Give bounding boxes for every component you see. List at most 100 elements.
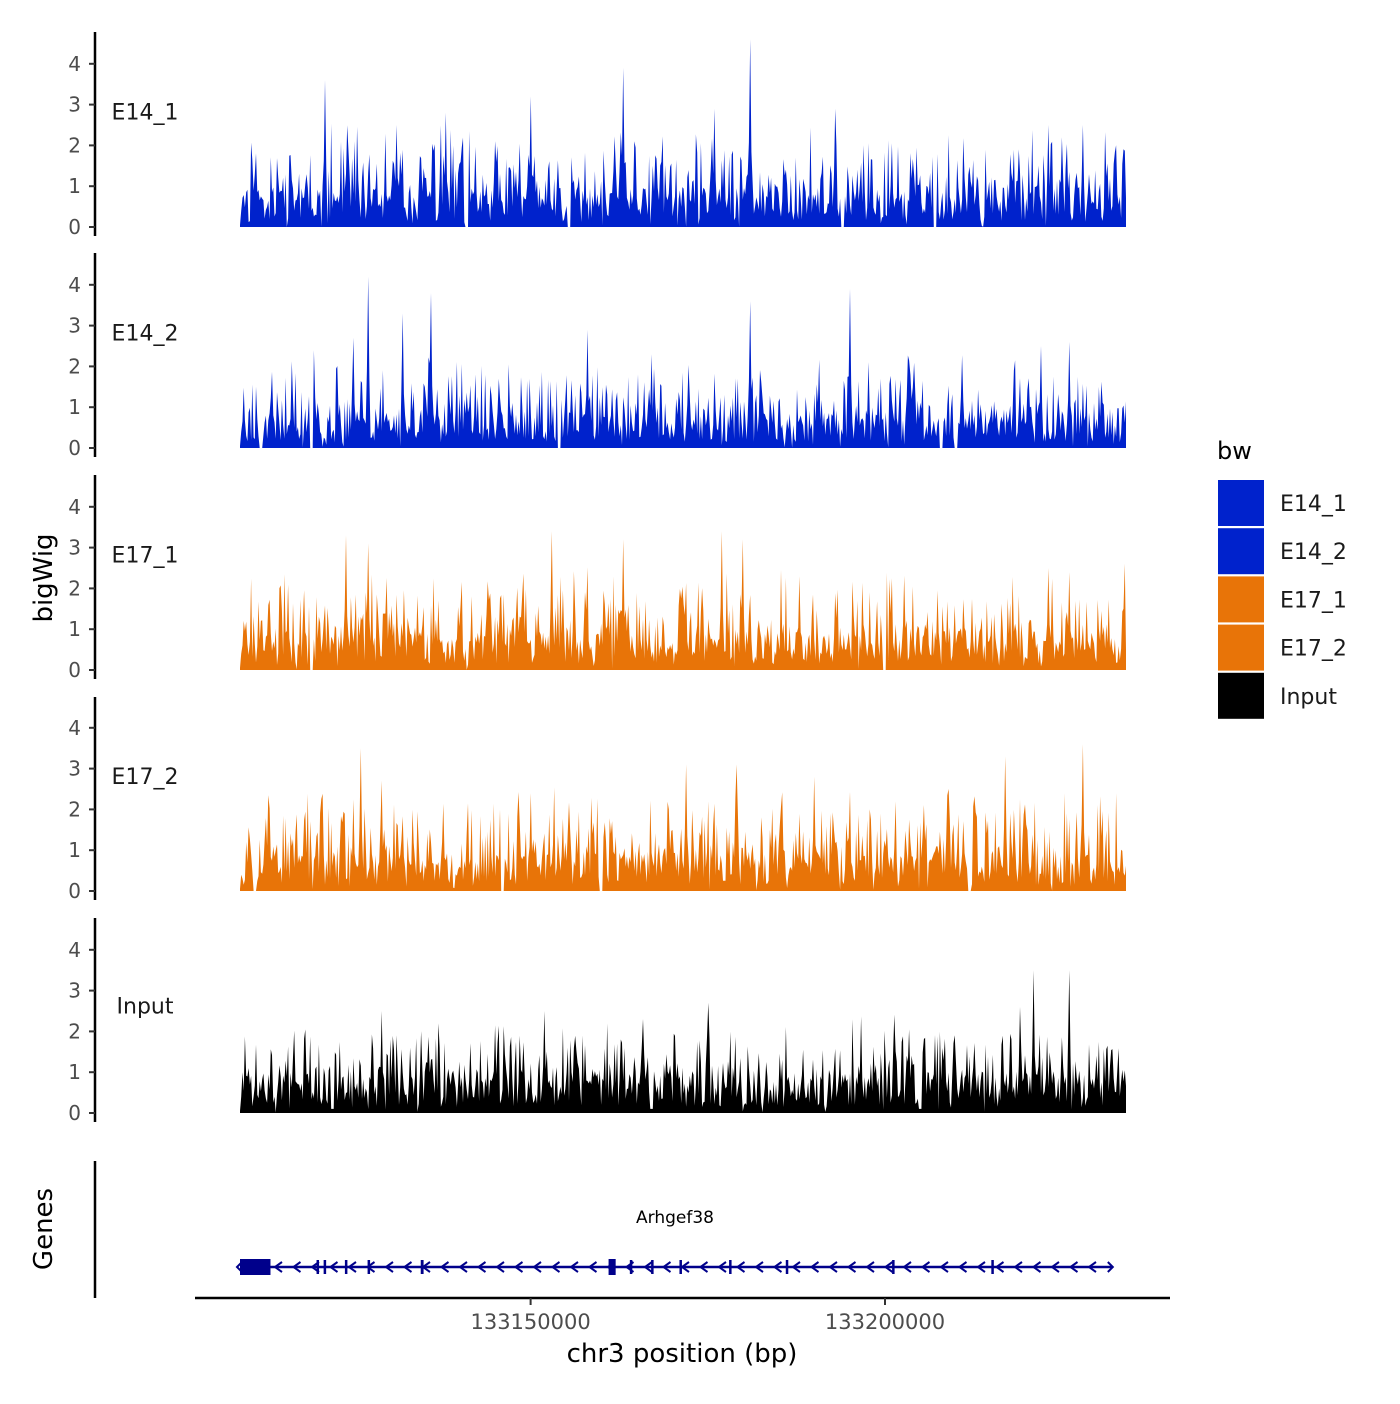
track-E14_2: 0 1 2 3 4 E14_2	[68, 253, 1126, 460]
legend-swatch-E14_1	[1218, 480, 1264, 526]
gene-start-cap	[235, 1261, 243, 1273]
gene-exon	[785, 1260, 789, 1274]
x-tick-label: 133150000	[470, 1310, 590, 1334]
y-tick-label: 4	[68, 716, 81, 740]
strand-arrow	[883, 1261, 894, 1273]
strand-arrow	[458, 1261, 468, 1273]
legend-swatch-E17_2	[1218, 624, 1264, 671]
y-tick-label: 1	[68, 617, 81, 641]
track-E14_1: 0 1 2 3 4 E14_1	[68, 32, 1126, 239]
gene-exon	[240, 1259, 271, 1275]
legend-label: E17_2	[1280, 637, 1347, 662]
y-tick-label: 2	[68, 354, 81, 378]
track-label: Input	[117, 995, 174, 1020]
signal-area-E17_2	[240, 744, 1126, 891]
strand-arrow	[1050, 1261, 1060, 1273]
gene-exon	[323, 1260, 327, 1274]
strand-arrow	[957, 1261, 968, 1273]
gene-track: Arhgef38	[93, 1161, 1115, 1298]
y-tick-label: 0	[68, 879, 81, 903]
y-tick-label: 1	[68, 174, 81, 198]
y-tick-label: 0	[68, 1101, 81, 1125]
strand-arrow	[550, 1261, 561, 1273]
gene-exon	[651, 1260, 654, 1274]
gene-exon	[629, 1260, 633, 1274]
strand-arrow	[809, 1261, 820, 1273]
strand-arrow	[902, 1261, 912, 1273]
strand-arrow	[735, 1261, 746, 1273]
strand-arrow	[1031, 1261, 1042, 1273]
y-tick-label: 2	[68, 133, 81, 157]
legend-swatch-E14_2	[1218, 528, 1264, 575]
y-tick-label: 1	[68, 838, 81, 862]
strand-arrow	[402, 1261, 413, 1273]
strand-arrow	[828, 1261, 838, 1273]
gene-end-cap	[1107, 1261, 1115, 1273]
strand-arrow	[476, 1261, 487, 1273]
strand-arrow	[661, 1261, 672, 1273]
x-axis-title: chr3 position (bp)	[567, 1339, 798, 1369]
strand-arrow	[347, 1261, 357, 1273]
legend-title: bw	[1217, 437, 1252, 465]
strand-arrow	[717, 1261, 727, 1273]
x-axis: 133150000 133200000	[195, 1296, 1170, 1334]
y-tick-label: 2	[68, 797, 81, 821]
legend-label: Input	[1280, 685, 1337, 710]
strand-arrow	[939, 1261, 949, 1273]
legend-label: E17_1	[1280, 588, 1347, 613]
y-tick-label: 3	[68, 979, 81, 1003]
y-tick-label: 0	[68, 436, 81, 460]
track-Input: 0 1 2 3 4 Input	[68, 918, 1126, 1125]
strand-arrow	[495, 1261, 505, 1273]
y-axis-title: bigWig	[29, 533, 59, 622]
strand-arrow	[384, 1261, 394, 1273]
y-tick-label: 0	[68, 658, 81, 682]
bigwig-tracks: 0 1 2 3 4 E14_1 0 1 2 3 4 E14_2 0 1 2 3 4 E17_1 0 1 2 3 4 E17_2…	[68, 32, 1126, 1125]
gene-name-label: Arhgef38	[636, 1208, 714, 1228]
gene-exon	[892, 1260, 895, 1274]
strand-arrow	[772, 1261, 783, 1273]
y-tick-label: 4	[68, 495, 81, 519]
strand-arrow	[920, 1261, 931, 1273]
strand-arrow	[291, 1261, 302, 1273]
strand-arrow	[865, 1261, 875, 1273]
y-tick-label: 1	[68, 395, 81, 419]
strand-arrow	[698, 1261, 709, 1273]
strand-arrow	[791, 1261, 801, 1273]
track-label: E14_1	[112, 101, 179, 126]
y-tick-label: 2	[68, 576, 81, 600]
gene-exon	[316, 1260, 320, 1274]
strand-arrow	[643, 1261, 653, 1273]
strand-arrow	[846, 1261, 857, 1273]
track-label: E17_2	[112, 765, 179, 790]
y-tick-label: 3	[68, 757, 81, 781]
y-tick-label: 3	[68, 93, 81, 117]
strand-arrow	[513, 1261, 524, 1273]
strand-arrow	[587, 1261, 598, 1273]
gene-exon	[420, 1260, 424, 1274]
y-tick-label: 4	[68, 273, 81, 297]
y-tick-label: 0	[68, 215, 81, 239]
gene-exon	[344, 1260, 348, 1274]
strand-arrow	[1087, 1261, 1097, 1273]
signal-area-E14_1	[240, 39, 1126, 227]
strand-arrow	[328, 1261, 339, 1273]
signal-area-Input	[240, 970, 1126, 1113]
gene-exon	[608, 1259, 616, 1275]
strand-arrow	[439, 1261, 450, 1273]
signal-area-E17_1	[240, 531, 1126, 670]
strand-arrow	[994, 1261, 1005, 1273]
y-tick-label: 4	[68, 52, 81, 76]
track-E17_1: 0 1 2 3 4 E17_1	[68, 475, 1126, 682]
legend: bw E14_1 E14_2 E17_1 E17_2 Input	[1217, 437, 1347, 719]
y-tick-label: 3	[68, 314, 81, 338]
track-E17_2: 0 1 2 3 4 E17_2	[68, 697, 1126, 903]
y-tick-label: 1	[68, 1060, 81, 1084]
strand-arrow	[1068, 1261, 1079, 1273]
gene-exon	[729, 1260, 732, 1274]
strand-arrow	[365, 1261, 376, 1273]
y-tick-label: 4	[68, 938, 81, 962]
legend-swatch-Input	[1218, 672, 1264, 719]
